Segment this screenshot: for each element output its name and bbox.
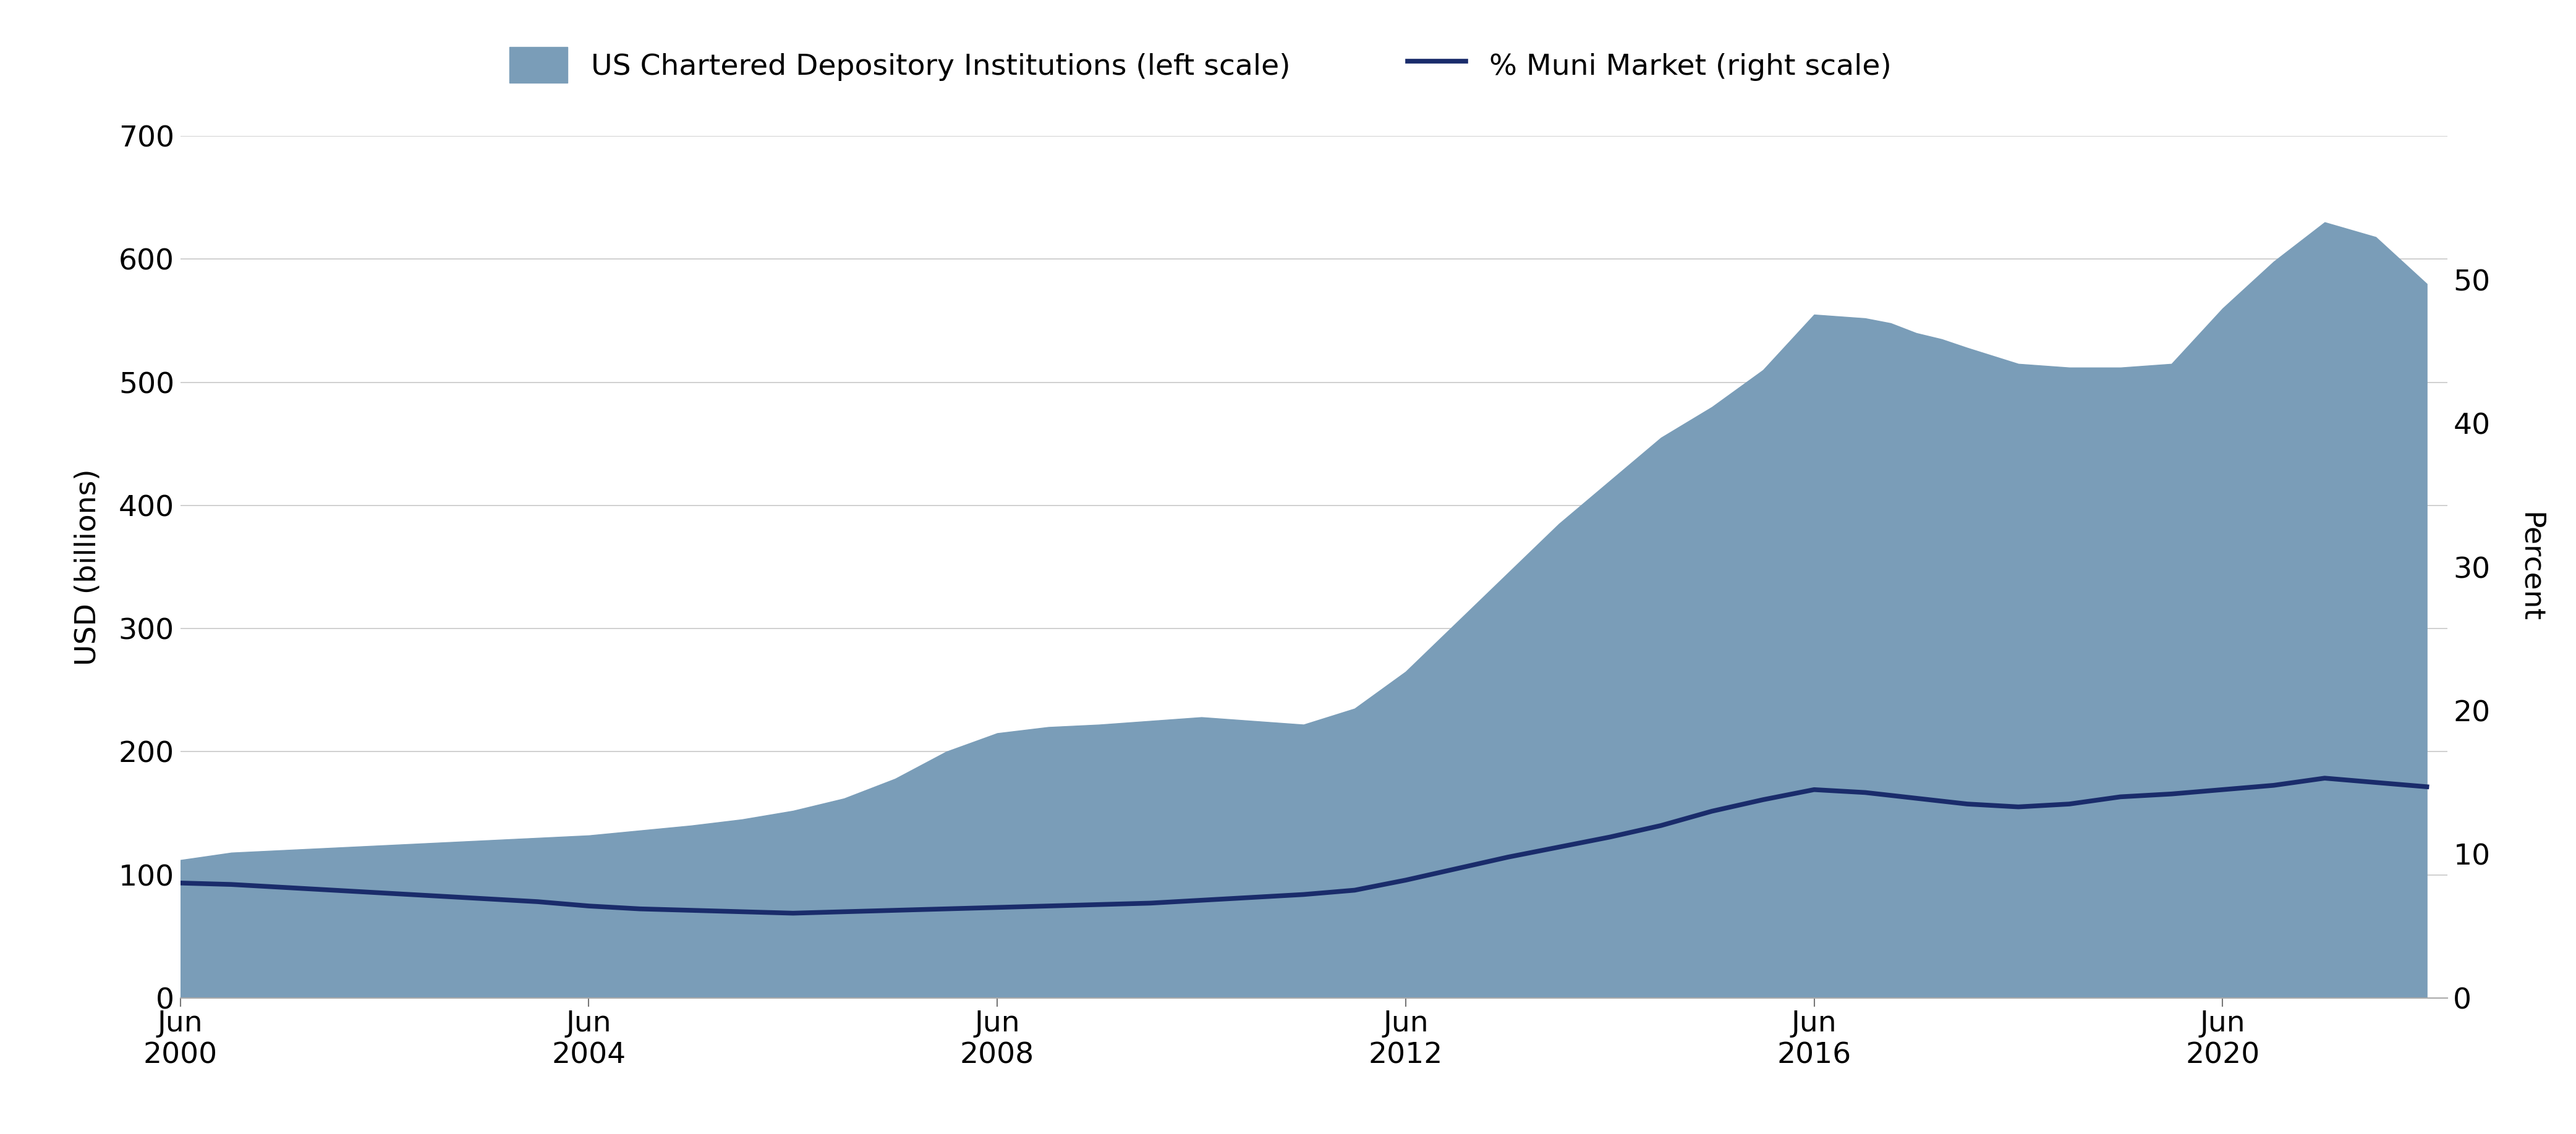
Legend: US Chartered Depository Institutions (left scale), % Muni Market (right scale): US Chartered Depository Institutions (le…	[510, 48, 1891, 83]
Y-axis label: USD (billions): USD (billions)	[75, 468, 100, 666]
Y-axis label: Percent: Percent	[2517, 511, 2545, 623]
